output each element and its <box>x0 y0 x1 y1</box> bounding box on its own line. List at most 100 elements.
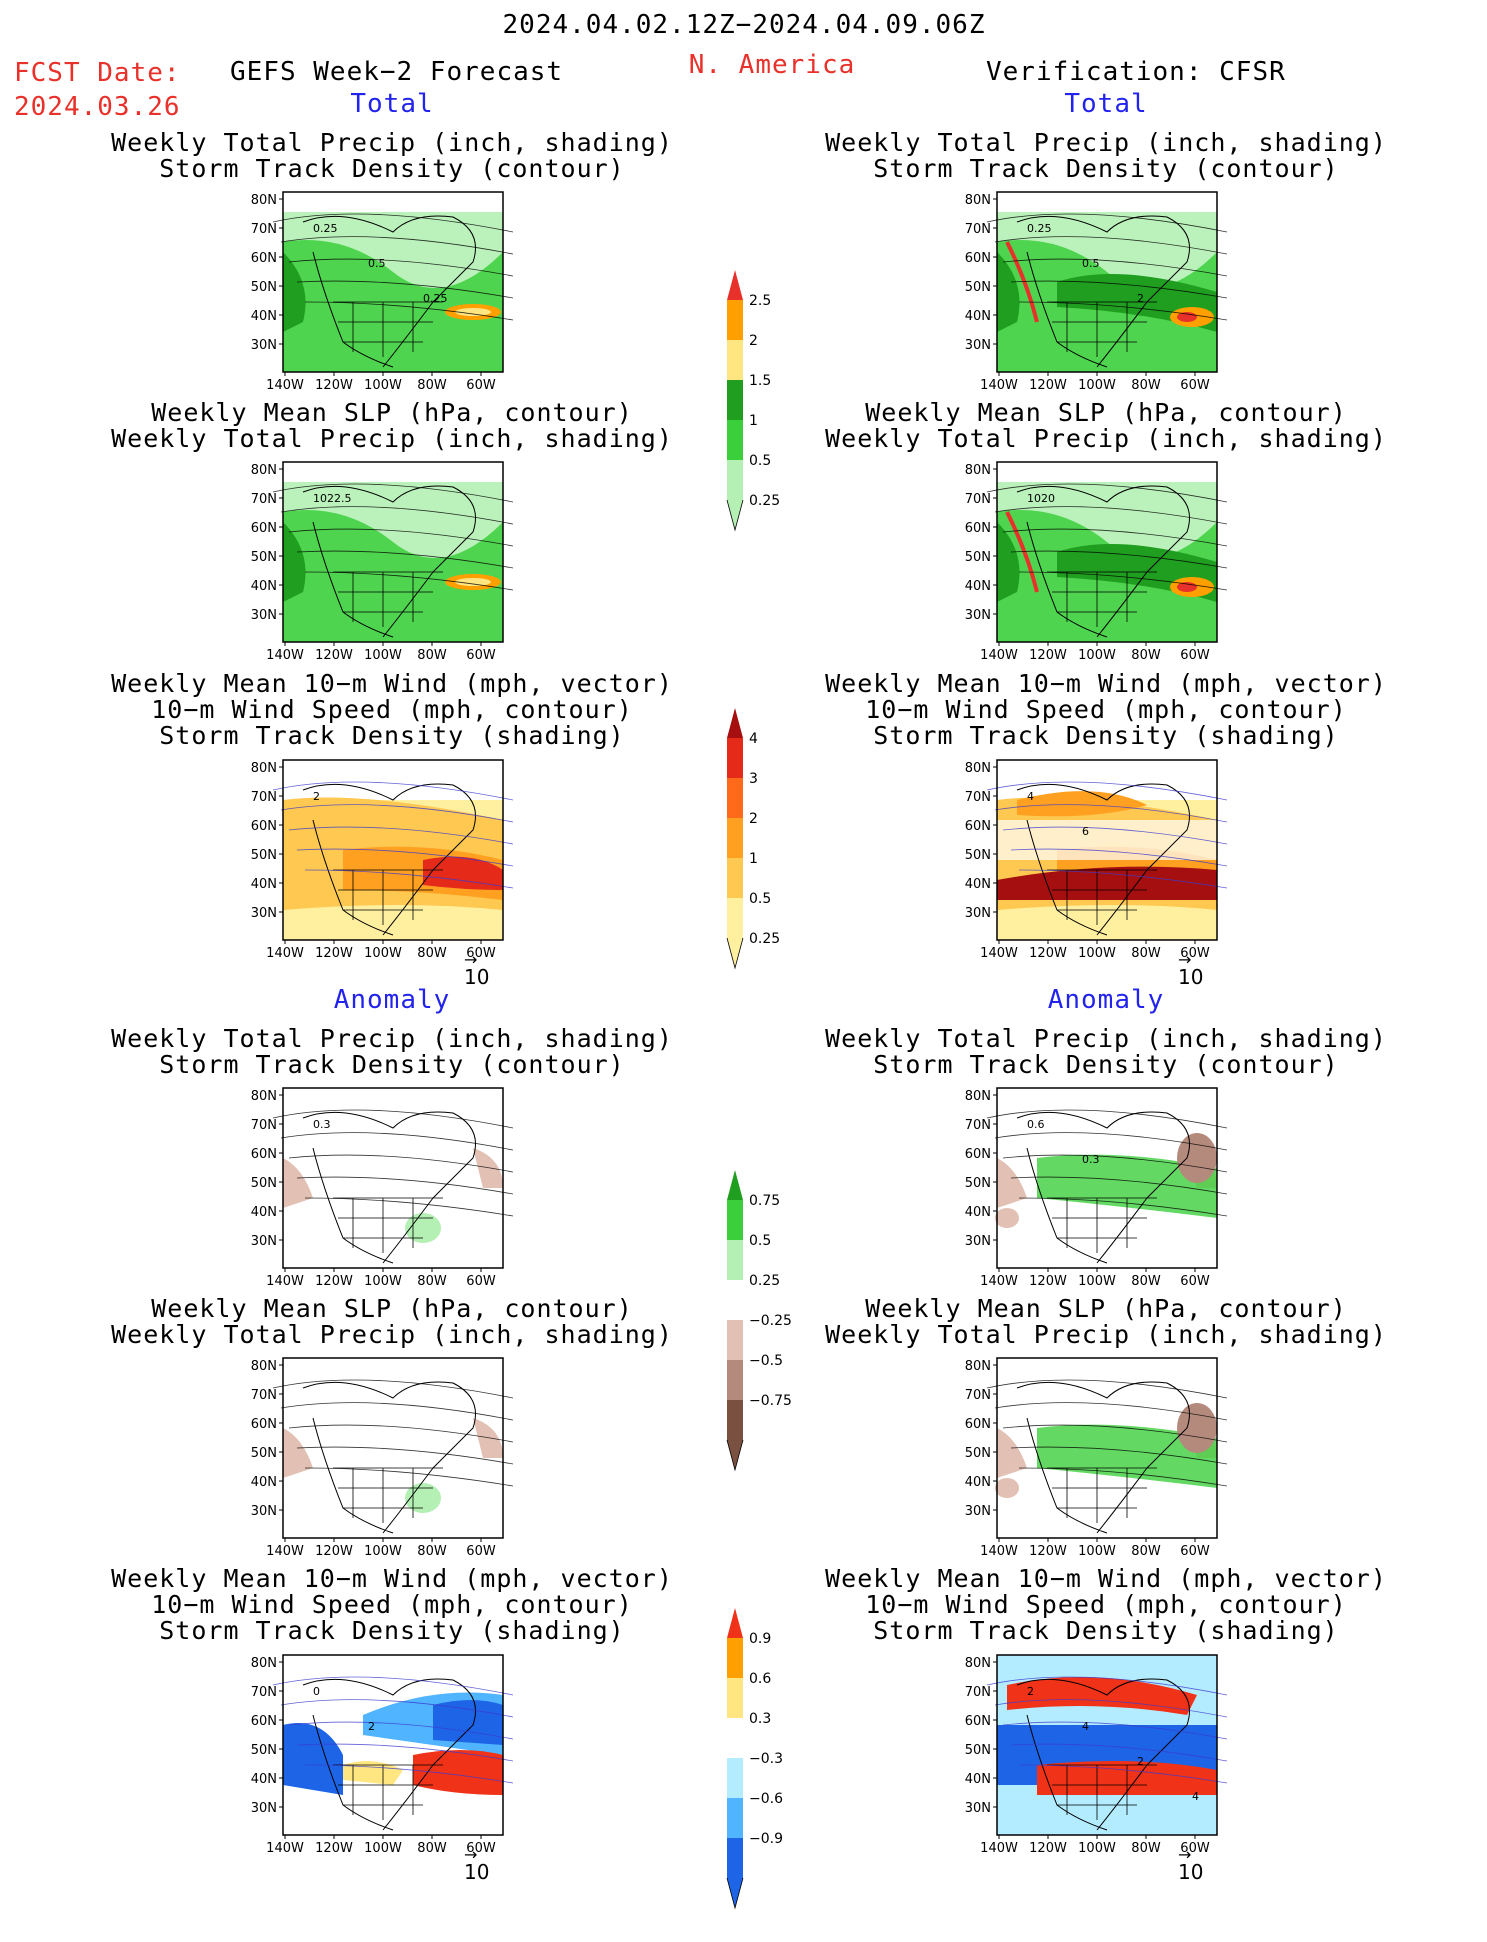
lat-tick-label: 70N <box>251 1685 277 1700</box>
map-panel-l1: 0.25 0.5 0.25 80N 70N 60N 50N 40N 30N 140W 120W 100… <box>233 182 513 402</box>
title-r3-line2: 10−m Wind Speed (mph, contour) <box>865 695 1347 724</box>
lat-tick-label: 70N <box>965 492 991 507</box>
lat-tick-label: 60N <box>251 1417 277 1432</box>
moderate-precip-blob <box>455 308 491 316</box>
title-r4-line1: Weekly Total Precip (inch, shading) <box>825 1024 1387 1053</box>
title-l3-line1: Weekly Mean 10−m Wind (mph, vector) <box>111 669 673 698</box>
lat-tick-label: 30N <box>251 1504 277 1519</box>
lat-tick-label: 40N <box>965 579 991 594</box>
lat-tick-label: 80N <box>251 1359 277 1374</box>
lat-tick-label: 30N <box>251 608 277 623</box>
lon-tick-label: 140W <box>980 1274 1018 1289</box>
colorbar-swatch <box>727 340 743 380</box>
lon-tick-label: 60W <box>466 1274 496 1289</box>
lat-tick-label: 70N <box>251 1118 277 1133</box>
contour-label: 4 <box>1027 790 1034 803</box>
lat-tick-label: 70N <box>251 790 277 805</box>
title-l6-line1: Weekly Mean 10−m Wind (mph, vector) <box>111 1564 673 1593</box>
lon-tick-label: 80W <box>417 1544 447 1559</box>
lon-tick-label: 60W <box>1180 648 1210 663</box>
lat-tick-label: 60N <box>965 1417 991 1432</box>
title-r3-line1: Weekly Mean 10−m Wind (mph, vector) <box>825 669 1387 698</box>
lat-tick-label: 50N <box>251 1743 277 1758</box>
map-l3: 2 80N 70N 60N 50N 40N 30N 140W 120W 100W 80W 60W <box>251 759 513 961</box>
contour-label: 6 <box>1082 825 1089 838</box>
lon-tick-label: 80W <box>1131 946 1161 961</box>
map-l6: 0 2 80N 70N 60N 50N 40N 30N 140W 120W 100W 80W 60W <box>251 1654 513 1856</box>
lat-tick-label: 80N <box>965 761 991 776</box>
lat-tick-label: 30N <box>965 906 991 921</box>
colorbar-tick-label: −0.75 <box>749 1393 792 1409</box>
lon-tick-label: 140W <box>266 648 304 663</box>
vector-ref-l3: → 10 <box>464 950 490 990</box>
lon-tick-label: 100W <box>1078 1274 1116 1289</box>
lat-tick-label: 60N <box>251 521 277 536</box>
contour-label: 0.3 <box>313 1118 331 1131</box>
section-total-right: Total <box>1064 89 1148 119</box>
lon-tick-label: 60W <box>1180 378 1210 393</box>
colorbar-tick-label: 1.5 <box>749 373 771 389</box>
map-panel-r4: 0.6 0.3 80N 70N 60N 50N 40N 30N 140W 120W 100W 80W 6… <box>947 1078 1227 1298</box>
map-panel-l4: 0.3 80N 70N 60N 50N 40N 30N 140W 120W 100W 80W 60W <box>233 1078 513 1298</box>
colorbar-swatch <box>727 778 743 818</box>
colorbar-swatch <box>727 460 743 500</box>
contour-label: 0.6 <box>1027 1118 1045 1131</box>
verification-title: Verification: CFSR <box>986 57 1286 87</box>
colorbar-arrow-bottom <box>726 1439 744 1472</box>
lon-tick-label: 120W <box>315 1544 353 1559</box>
lon-tick-label: 80W <box>1131 648 1161 663</box>
map-panel-r5: 80N 70N 60N 50N 40N 30N 140W 120W 100W 80W 60W <box>947 1348 1227 1568</box>
contour-label: 0.25 <box>423 292 448 305</box>
lat-tick-label: 70N <box>965 1118 991 1133</box>
lat-tick-label: 80N <box>251 1089 277 1104</box>
colorbar-tick-label: −0.6 <box>749 1791 783 1807</box>
section-anomaly-left: Anomaly <box>333 985 451 1015</box>
vector-ref-r3: → 10 <box>1178 950 1204 990</box>
title-r6-line1: Weekly Mean 10−m Wind (mph, vector) <box>825 1564 1387 1593</box>
colorbar-tick-label: 0.25 <box>749 1273 780 1289</box>
title-l2-line1: Weekly Mean SLP (hPa, contour) <box>151 398 633 427</box>
map-r4: 0.6 0.3 80N 70N 60N 50N 40N 30N 140W 120W 100W 80W 6… <box>965 1087 1227 1289</box>
lat-tick-label: 40N <box>965 309 991 324</box>
map-r5: 80N 70N 60N 50N 40N 30N 140W 120W 100W 80W 60W <box>965 1357 1227 1559</box>
colorbar-swatch <box>727 1798 743 1838</box>
contour-label: 4 <box>1192 1790 1199 1803</box>
lat-tick-label: 60N <box>251 251 277 266</box>
fcst-date-value: 2024.03.26 <box>14 92 181 122</box>
colorbar-tick-label: −0.9 <box>749 1831 783 1847</box>
colorbar-tick-label: 2.5 <box>749 293 771 309</box>
lon-tick-label: 120W <box>1029 946 1067 961</box>
lat-tick-label: 80N <box>965 193 991 208</box>
contour-label: 2 <box>1137 292 1144 305</box>
colorbar-tick-label: 0.75 <box>749 1193 780 1209</box>
map-panel-r6: 2 4 2 4 80N 70N 60N 50N 40N 30N 140W 120W 100W 80W 60W <box>947 1645 1227 1865</box>
lon-tick-label: 140W <box>980 1544 1018 1559</box>
title-l6-line3: Storm Track Density (shading) <box>159 1616 625 1645</box>
contour-label: 4 <box>1082 1720 1089 1733</box>
colorbar-track-total: 4 3 2 1 0.5 0.25 <box>725 708 805 1002</box>
forecast-model-title: GEFS Week−2 Forecast <box>230 57 564 87</box>
contour-label: 0.25 <box>1027 222 1052 235</box>
title-l2-line2: Weekly Total Precip (inch, shading) <box>111 424 673 453</box>
lat-tick-label: 40N <box>251 309 277 324</box>
lon-tick-label: 60W <box>466 648 496 663</box>
colorbar-swatch <box>727 1838 743 1878</box>
lon-tick-label: 80W <box>417 1274 447 1289</box>
lat-tick-label: 40N <box>251 1205 277 1220</box>
lat-tick-label: 50N <box>251 280 277 295</box>
lat-tick-label: 70N <box>251 492 277 507</box>
title-r5-line1: Weekly Mean SLP (hPa, contour) <box>865 1294 1347 1323</box>
lon-tick-label: 120W <box>315 1841 353 1856</box>
lon-tick-label: 120W <box>315 1274 353 1289</box>
title-l1-line1: Weekly Total Precip (inch, shading) <box>111 128 673 157</box>
lon-tick-label: 140W <box>266 378 304 393</box>
map-panel-l6: 0 2 80N 70N 60N 50N 40N 30N 140W 120W 100W 80W 60W <box>233 1645 513 1865</box>
lat-tick-label: 30N <box>965 608 991 623</box>
colorbar-tick-label: 0.3 <box>749 1711 771 1727</box>
map-panel-r3: 4 6 80N 70N 60N 50N 40N 30N 140W 120W 100W 80W 60W <box>947 750 1227 970</box>
section-anomaly-right: Anomaly <box>1047 985 1165 1015</box>
lat-tick-label: 30N <box>251 1801 277 1816</box>
contour-label: 0 <box>313 1685 320 1698</box>
colorbar-swatch <box>727 858 743 898</box>
lon-tick-label: 80W <box>417 946 447 961</box>
